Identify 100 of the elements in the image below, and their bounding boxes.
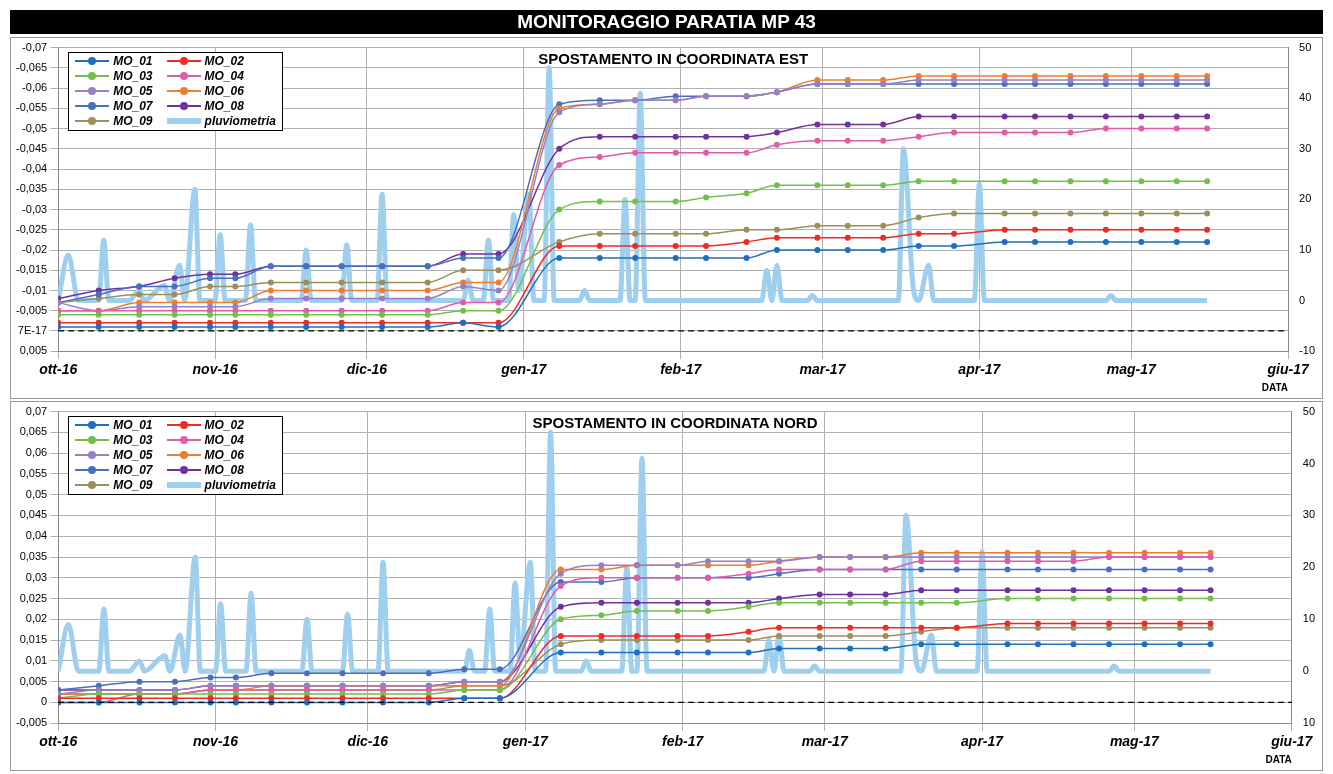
point — [674, 632, 681, 639]
point — [1173, 178, 1180, 185]
point — [1204, 76, 1211, 83]
x-tick-label: gen-17 — [501, 733, 549, 750]
point — [844, 182, 851, 189]
point — [847, 591, 854, 598]
point — [598, 599, 605, 606]
legend-label: MO_02 — [204, 418, 244, 433]
legend-label: MO_06 — [204, 84, 244, 99]
legend-label: MO_01 — [113, 54, 153, 69]
point — [951, 178, 958, 185]
point — [379, 323, 386, 330]
point — [268, 670, 275, 677]
point — [745, 603, 752, 610]
legend-label: MO_05 — [113, 84, 153, 99]
point — [1177, 587, 1184, 594]
y-tick-label: -0,005 — [15, 716, 48, 729]
point — [814, 247, 821, 253]
point — [632, 133, 639, 140]
point — [495, 323, 502, 330]
point — [745, 649, 752, 656]
point — [1106, 566, 1113, 573]
point — [556, 161, 563, 168]
y-tick-label: 0,015 — [19, 633, 48, 646]
point — [557, 641, 564, 648]
point — [379, 279, 386, 286]
y-tick-label: 0,025 — [19, 591, 48, 604]
point — [703, 230, 710, 237]
y2-tick-label: 30 — [1299, 141, 1312, 154]
point — [1067, 178, 1074, 185]
point — [953, 641, 960, 648]
point — [1141, 620, 1148, 627]
point — [1204, 238, 1211, 245]
point — [915, 230, 922, 237]
legend-label: pluviometria — [204, 478, 276, 493]
point — [773, 182, 780, 189]
point — [495, 299, 502, 306]
point — [1067, 76, 1074, 83]
point — [267, 287, 274, 294]
point — [1102, 226, 1109, 233]
x-tick-label: mar-17 — [799, 361, 847, 378]
y-tick-label: 0,005 — [19, 674, 48, 687]
point — [1207, 641, 1214, 648]
legend-label: MO_08 — [204, 463, 244, 478]
x-tick-label: feb-17 — [661, 733, 705, 750]
chart-subtitle: SPOSTAMENTO IN COORDINATA EST — [538, 49, 809, 67]
point — [1004, 620, 1011, 627]
point — [953, 566, 960, 573]
point — [1032, 76, 1039, 83]
point — [918, 599, 925, 606]
point — [232, 323, 239, 330]
point — [171, 699, 178, 706]
point — [495, 287, 502, 294]
y-tick-label: 0,03 — [25, 570, 48, 583]
point — [495, 307, 502, 314]
point — [773, 141, 780, 148]
point — [1004, 566, 1011, 573]
point — [267, 279, 274, 286]
point — [460, 267, 467, 274]
point — [1032, 129, 1039, 136]
y-tick-label: 0,065 — [19, 425, 48, 438]
point — [136, 291, 143, 298]
y-tick-label: 7E-17 — [17, 323, 48, 336]
point — [816, 591, 823, 598]
point — [1102, 113, 1109, 120]
x-tick-label: mar-17 — [801, 733, 849, 750]
point — [1001, 226, 1008, 233]
y2-tick-label: 50 — [1302, 404, 1316, 417]
point — [596, 255, 603, 262]
y-tick-label: -0,04 — [22, 162, 48, 175]
point — [460, 255, 467, 262]
point — [1173, 125, 1180, 132]
point — [704, 608, 711, 615]
legend-label: MO_06 — [204, 448, 244, 463]
point — [880, 182, 887, 189]
point — [1141, 566, 1148, 573]
point — [743, 149, 750, 156]
y2-tick-label: 40 — [1299, 91, 1312, 104]
point — [95, 323, 102, 330]
point — [918, 624, 925, 631]
point — [596, 230, 603, 237]
point — [632, 242, 639, 249]
point — [703, 242, 710, 249]
y-tick-label: 0,07 — [25, 404, 48, 417]
point — [1207, 587, 1214, 594]
y-tick-label: 0,04 — [25, 529, 48, 542]
point — [495, 255, 502, 262]
point — [303, 295, 310, 302]
point — [556, 206, 563, 213]
point — [1034, 595, 1041, 602]
point — [303, 323, 310, 330]
legend-label: MO_07 — [113, 99, 153, 114]
point — [672, 133, 679, 140]
point — [776, 599, 783, 606]
point — [1001, 178, 1008, 185]
point — [633, 632, 640, 639]
point — [1138, 76, 1145, 83]
point — [1207, 595, 1214, 602]
legend-label: MO_03 — [113, 69, 153, 84]
point — [1204, 125, 1211, 132]
